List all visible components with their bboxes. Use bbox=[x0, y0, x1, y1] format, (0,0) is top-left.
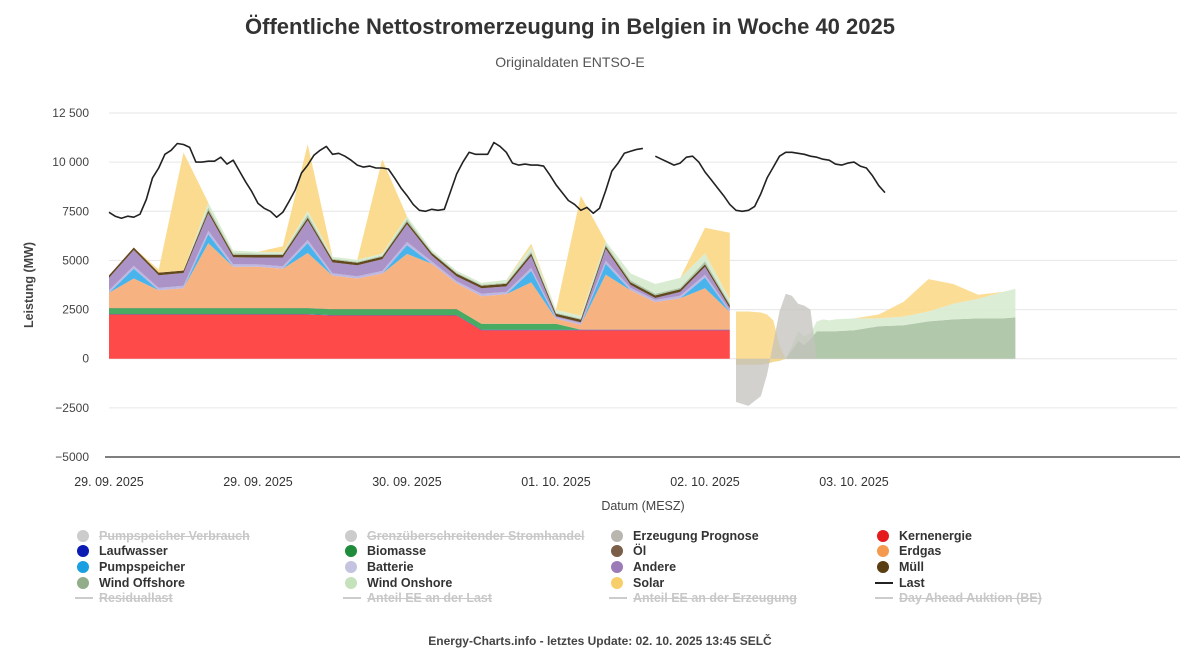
x-tick-label: 03. 10. 2025 bbox=[819, 475, 889, 489]
y-tick-label: 12 500 bbox=[52, 106, 89, 120]
legend-item-biomasse[interactable]: Biomasse bbox=[344, 544, 610, 560]
footer-credit: Energy-Charts.info - letztes Update: 02.… bbox=[428, 634, 772, 648]
legend-label: Batterie bbox=[367, 559, 414, 574]
legend-label: Wind Offshore bbox=[99, 575, 185, 590]
legend-dot-icon bbox=[610, 544, 624, 558]
legend-label: Grenzüberschreitender Stromhandel bbox=[367, 528, 585, 543]
legend-line-icon bbox=[609, 591, 627, 605]
legend-dot-icon bbox=[76, 560, 90, 574]
legend-item-wind-offshore[interactable]: Wind Offshore bbox=[76, 575, 344, 591]
legend-dot-icon bbox=[344, 576, 358, 590]
y-axis-label: Leistung (MW) bbox=[22, 242, 36, 328]
legend-item-kernenergie[interactable]: Kernenergie bbox=[876, 528, 1176, 544]
legend-item-öl[interactable]: Öl bbox=[610, 544, 876, 560]
legend-label: Andere bbox=[633, 559, 677, 574]
legend-item-müll[interactable]: Müll bbox=[876, 559, 1176, 575]
legend-item-pumpspeicher[interactable]: Pumpspeicher bbox=[76, 559, 344, 575]
legend-dot-icon bbox=[344, 529, 358, 543]
legend-line-icon bbox=[343, 591, 361, 605]
legend-item-grenzüberschreitender-stromhandel[interactable]: Grenzüberschreitender Stromhandel bbox=[344, 528, 610, 544]
legend: Pumpspeicher Verbrauch Grenzüberschreiten… bbox=[75, 528, 1176, 606]
legend-dot-icon bbox=[610, 576, 624, 590]
area-biomasse bbox=[109, 308, 730, 330]
area-erdgas bbox=[109, 243, 730, 330]
grid-layer bbox=[109, 112, 1177, 409]
area-solar bbox=[109, 144, 730, 316]
legend-dot-icon bbox=[344, 544, 358, 558]
legend-label: Pumpspeicher bbox=[99, 559, 186, 574]
legend-dot-icon bbox=[76, 576, 90, 590]
axis-layer: −5000 −2500 0 2500 5000 7500 10 000 12 500 29. 0… bbox=[22, 106, 1180, 513]
legend-label: Residuallast bbox=[99, 591, 173, 606]
legend-item-pumpspeicher-verbrauch[interactable]: Pumpspeicher Verbrauch bbox=[76, 528, 344, 544]
legend-label: Erdgas bbox=[899, 544, 942, 559]
y-tick-label: 7500 bbox=[62, 204, 89, 218]
legend-row: Residuallast Anteil EE an der Last Anteil … bbox=[75, 590, 1176, 606]
legend-line-icon bbox=[875, 591, 893, 605]
x-axis-label: Datum (MESZ) bbox=[601, 499, 684, 513]
legend-item-day-ahead-auktion-be-[interactable]: Day Ahead Auktion (BE) bbox=[875, 590, 1176, 606]
legend-dot-icon bbox=[876, 560, 890, 574]
legend-dot-icon bbox=[344, 560, 358, 574]
x-tick-label: 30. 09. 2025 bbox=[372, 475, 442, 489]
legend-label: Laufwasser bbox=[99, 544, 168, 559]
legend-label: Kernenergie bbox=[899, 528, 972, 543]
x-tick-label: 29. 09. 2025 bbox=[74, 475, 144, 489]
chart-subtitle: Originaldaten ENTSO-E bbox=[495, 54, 645, 70]
chart-title: Öffentliche Nettostromerzeugung in Belgi… bbox=[245, 14, 895, 39]
area-layer bbox=[109, 144, 1016, 406]
y-tick-label: 10 000 bbox=[52, 155, 89, 169]
legend-item-wind-onshore[interactable]: Wind Onshore bbox=[344, 575, 610, 591]
legend-row: Wind Offshore Wind Onshore Solar Last bbox=[76, 575, 1176, 591]
legend-item-residuallast[interactable]: Residuallast bbox=[75, 590, 344, 606]
legend-dot-icon bbox=[76, 529, 90, 543]
legend-label: Solar bbox=[633, 575, 665, 590]
legend-line-icon bbox=[75, 591, 93, 605]
legend-item-last[interactable]: Last bbox=[875, 575, 1176, 591]
y-tick-label: 2500 bbox=[62, 303, 89, 317]
legend-row: Pumpspeicher Batterie Andere Müll bbox=[76, 559, 1176, 575]
legend-dot-icon bbox=[876, 544, 890, 558]
legend-label: Biomasse bbox=[367, 544, 427, 559]
series-line-last bbox=[108, 141, 644, 219]
legend-item-andere[interactable]: Andere bbox=[610, 559, 876, 575]
legend-label: Anteil EE an der Last bbox=[367, 591, 493, 606]
y-tick-label: −5000 bbox=[55, 450, 89, 464]
legend-item-erzeugung-prognose[interactable]: Erzeugung Prognose bbox=[610, 528, 876, 544]
area-kernenergie bbox=[109, 314, 730, 359]
legend-dot-icon bbox=[876, 529, 890, 543]
series-line-last bbox=[654, 151, 886, 213]
forecast-area-solar bbox=[736, 279, 1016, 365]
legend-label: Müll bbox=[899, 559, 924, 574]
legend-dot-icon bbox=[610, 560, 624, 574]
legend-line-icon bbox=[875, 576, 893, 590]
legend-item-solar[interactable]: Solar bbox=[610, 575, 876, 591]
legend-item-batterie[interactable]: Batterie bbox=[344, 559, 610, 575]
legend-row: Laufwasser Biomasse Öl Erdgas bbox=[76, 544, 1176, 560]
x-tick-label: 01. 10. 2025 bbox=[521, 475, 591, 489]
legend-label: Last bbox=[899, 575, 925, 590]
legend-label: Erzeugung Prognose bbox=[633, 528, 759, 543]
legend-label: Pumpspeicher Verbrauch bbox=[99, 528, 250, 543]
legend-dot-icon bbox=[76, 544, 90, 558]
forecast-area-pumpspeicher-verbrauch bbox=[736, 293, 1016, 406]
x-tick-label: 02. 10. 2025 bbox=[670, 475, 740, 489]
legend-item-laufwasser[interactable]: Laufwasser bbox=[76, 544, 344, 560]
line-layer bbox=[108, 141, 886, 219]
legend-label: Day Ahead Auktion (BE) bbox=[899, 591, 1042, 606]
legend-item-anteil-ee-an-der-erzeugung[interactable]: Anteil EE an der Erzeugung bbox=[609, 590, 876, 606]
legend-label: Öl bbox=[633, 544, 647, 559]
y-tick-label: 0 bbox=[82, 352, 89, 366]
x-tick-label: 29. 09. 2025 bbox=[223, 475, 293, 489]
legend-row: Pumpspeicher Verbrauch Grenzüberschreiten… bbox=[76, 528, 1176, 544]
legend-label: Wind Onshore bbox=[367, 575, 453, 590]
y-tick-label: −2500 bbox=[55, 401, 89, 415]
legend-dot-icon bbox=[610, 529, 624, 543]
y-tick-label: 5000 bbox=[62, 253, 89, 267]
legend-item-erdgas[interactable]: Erdgas bbox=[876, 544, 1176, 560]
forecast-area-wind-onshore bbox=[736, 288, 1016, 365]
legend-item-anteil-ee-an-der-last[interactable]: Anteil EE an der Last bbox=[343, 590, 610, 606]
legend-label: Anteil EE an der Erzeugung bbox=[633, 591, 797, 606]
